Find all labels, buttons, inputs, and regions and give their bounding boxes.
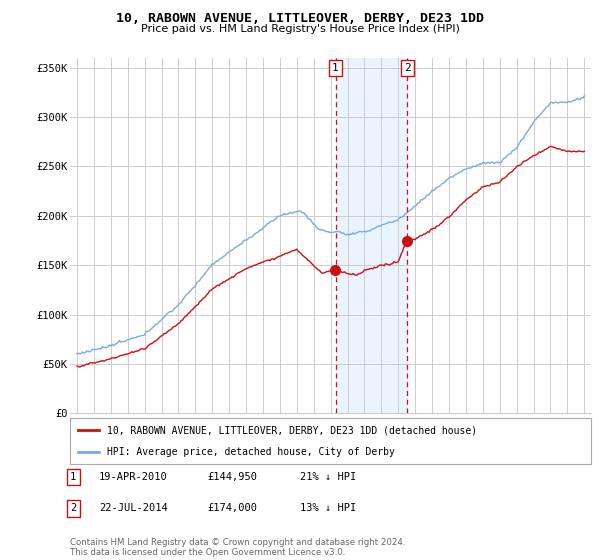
- Text: Price paid vs. HM Land Registry's House Price Index (HPI): Price paid vs. HM Land Registry's House …: [140, 24, 460, 34]
- Text: 22-JUL-2014: 22-JUL-2014: [99, 503, 168, 514]
- Text: Contains HM Land Registry data © Crown copyright and database right 2024.
This d: Contains HM Land Registry data © Crown c…: [70, 538, 406, 557]
- Text: 10, RABOWN AVENUE, LITTLEOVER, DERBY, DE23 1DD: 10, RABOWN AVENUE, LITTLEOVER, DERBY, DE…: [116, 12, 484, 25]
- Text: £144,950: £144,950: [207, 472, 257, 482]
- Text: HPI: Average price, detached house, City of Derby: HPI: Average price, detached house, City…: [107, 447, 395, 457]
- Text: 2: 2: [70, 503, 76, 514]
- Text: 21% ↓ HPI: 21% ↓ HPI: [300, 472, 356, 482]
- Bar: [335, 58, 407, 413]
- Text: 1: 1: [70, 472, 76, 482]
- Text: 13% ↓ HPI: 13% ↓ HPI: [300, 503, 356, 514]
- Text: 10, RABOWN AVENUE, LITTLEOVER, DERBY, DE23 1DD (detached house): 10, RABOWN AVENUE, LITTLEOVER, DERBY, DE…: [107, 425, 477, 435]
- Text: 19-APR-2010: 19-APR-2010: [99, 472, 168, 482]
- Text: 2: 2: [404, 63, 411, 73]
- Text: 1: 1: [332, 63, 339, 73]
- Text: £174,000: £174,000: [207, 503, 257, 514]
